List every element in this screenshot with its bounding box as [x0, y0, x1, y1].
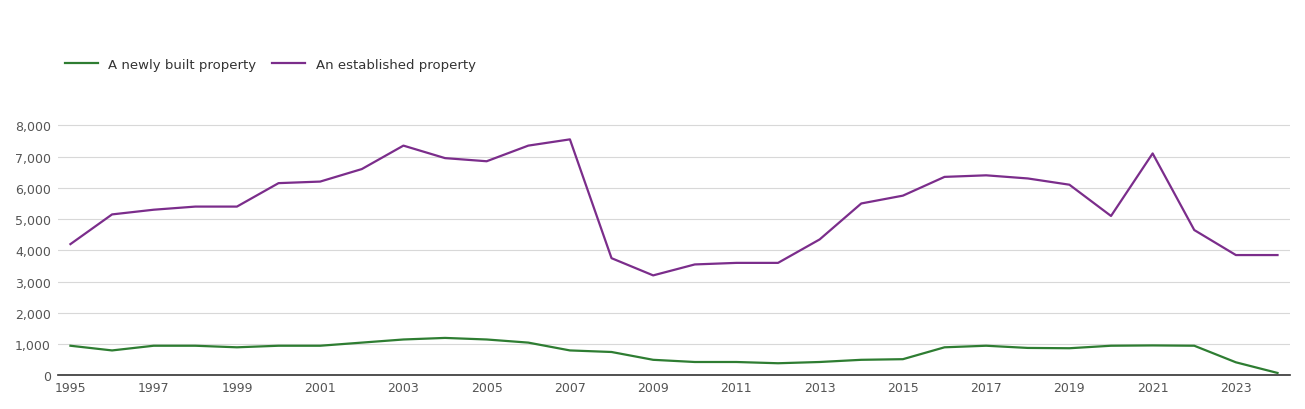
A newly built property: [937, 345, 953, 350]
A newly built property: [646, 357, 662, 362]
A newly built property: [395, 337, 411, 342]
An established property: [646, 273, 662, 278]
An established property: [63, 242, 78, 247]
An established property: [270, 181, 286, 186]
A newly built property: [812, 360, 827, 364]
An established property: [188, 204, 204, 209]
An established property: [1103, 214, 1118, 219]
Legend: A newly built property, An established property: A newly built property, An established p…: [64, 58, 475, 72]
An established property: [812, 237, 827, 242]
An established property: [1144, 152, 1160, 157]
An established property: [1186, 228, 1202, 233]
A newly built property: [853, 357, 869, 362]
An established property: [1021, 177, 1036, 182]
Line: A newly built property: A newly built property: [70, 338, 1278, 373]
An established property: [437, 156, 453, 161]
A newly built property: [437, 336, 453, 341]
An established property: [895, 194, 911, 199]
Line: An established property: An established property: [70, 140, 1278, 276]
An established property: [312, 180, 328, 184]
A newly built property: [104, 348, 120, 353]
A newly built property: [1186, 344, 1202, 348]
A newly built property: [1103, 344, 1118, 348]
An established property: [1061, 183, 1077, 188]
A newly built property: [1061, 346, 1077, 351]
A newly built property: [146, 344, 162, 348]
A newly built property: [604, 350, 620, 355]
An established property: [354, 167, 369, 172]
A newly built property: [562, 348, 578, 353]
A newly built property: [270, 344, 286, 348]
An established property: [104, 212, 120, 217]
A newly built property: [188, 344, 204, 348]
An established property: [853, 202, 869, 207]
An established property: [728, 261, 744, 266]
An established property: [1270, 253, 1285, 258]
A newly built property: [1021, 346, 1036, 351]
A newly built property: [895, 357, 911, 362]
An established property: [770, 261, 786, 266]
A newly built property: [728, 360, 744, 364]
A newly built property: [770, 361, 786, 366]
An established property: [146, 208, 162, 213]
A newly built property: [1228, 360, 1244, 365]
A newly built property: [979, 344, 994, 348]
A newly built property: [230, 345, 245, 350]
An established property: [937, 175, 953, 180]
An established property: [562, 137, 578, 142]
A newly built property: [1144, 343, 1160, 348]
An established property: [604, 256, 620, 261]
An established property: [395, 144, 411, 149]
A newly built property: [1270, 371, 1285, 375]
A newly built property: [312, 344, 328, 348]
An established property: [979, 173, 994, 178]
An established property: [686, 262, 702, 267]
A newly built property: [479, 337, 495, 342]
A newly built property: [521, 340, 536, 345]
An established property: [479, 160, 495, 164]
A newly built property: [63, 344, 78, 348]
An established property: [230, 204, 245, 209]
A newly built property: [686, 360, 702, 364]
A newly built property: [354, 340, 369, 345]
An established property: [521, 144, 536, 149]
An established property: [1228, 253, 1244, 258]
